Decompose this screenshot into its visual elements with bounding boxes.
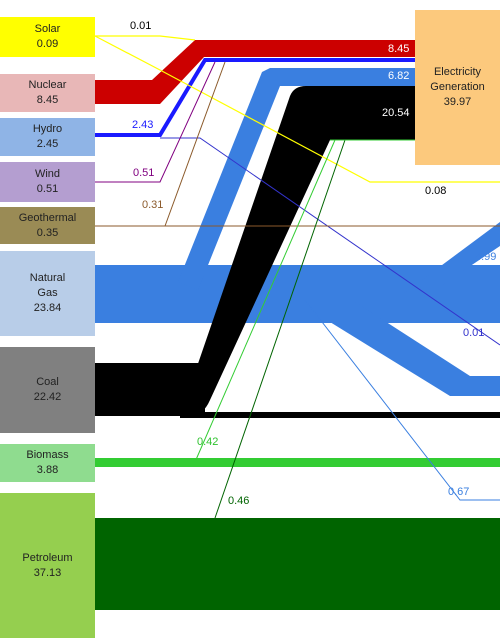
node-wind-value: 0.51 bbox=[36, 183, 59, 195]
node-nuclear: Nuclear 8.45 bbox=[0, 74, 95, 112]
node-geothermal: Geothermal 0.35 bbox=[0, 207, 95, 244]
node-natural-gas-name-1: Natural bbox=[29, 272, 66, 284]
flow-biomass bbox=[95, 458, 500, 467]
node-natural-gas-name-2: Gas bbox=[37, 287, 58, 299]
node-solar: Solar 0.09 bbox=[0, 17, 95, 57]
label-solar-to-electricity: 0.01 bbox=[130, 20, 152, 32]
label-nuclear-to-electricity: 8.45 bbox=[388, 43, 410, 55]
flow-nuclear bbox=[95, 40, 415, 104]
node-petroleum: Petroleum 37.13 bbox=[0, 493, 95, 638]
label-gas-branch-upper: 4.99 bbox=[475, 251, 497, 263]
node-hydro: Hydro 2.45 bbox=[0, 118, 95, 156]
node-geothermal-value: 0.35 bbox=[36, 226, 59, 239]
node-wind-name: Wind bbox=[34, 168, 61, 180]
flow-coal bbox=[95, 86, 500, 418]
node-hydro-name: Hydro bbox=[32, 123, 63, 135]
node-electricity-name-2: Generation bbox=[430, 81, 485, 93]
node-natural-gas-value: 23.84 bbox=[33, 302, 62, 314]
node-petroleum-name: Petroleum bbox=[22, 551, 73, 564]
label-hydro-to-electricity: 2.43 bbox=[132, 119, 154, 131]
node-natural-gas: Natural Gas 23.84 bbox=[0, 251, 95, 336]
label-geothermal-to-electricity: 0.31 bbox=[142, 199, 164, 211]
node-coal: Coal 22.42 bbox=[0, 347, 95, 433]
node-solar-value: 0.09 bbox=[36, 38, 59, 50]
label-gas-to-electricity: 6.82 bbox=[388, 70, 410, 82]
node-biomass: Biomass 3.88 bbox=[0, 444, 95, 482]
node-petroleum-value: 37.13 bbox=[33, 566, 62, 579]
node-electricity-name-1: Electricity bbox=[433, 66, 482, 78]
node-solar-name: Solar bbox=[34, 23, 61, 35]
label-coal-to-electricity: 20.54 bbox=[382, 107, 410, 119]
node-nuclear-name: Nuclear bbox=[28, 79, 67, 91]
node-coal-name: Coal bbox=[36, 376, 59, 388]
flow-natural-gas bbox=[95, 68, 500, 396]
node-coal-value: 22.42 bbox=[33, 391, 62, 403]
thin-flows bbox=[94, 35, 500, 519]
label-petroleum-to-electricity: 0.46 bbox=[228, 495, 250, 507]
label-gas-branch-lower: 0.67 bbox=[448, 486, 470, 498]
node-geothermal-name: Geothermal bbox=[18, 211, 77, 224]
node-biomass-value: 3.88 bbox=[36, 464, 59, 476]
flow-petroleum bbox=[95, 518, 500, 610]
node-electricity-generation: Electricity Generation 39.97 bbox=[415, 10, 500, 165]
node-nuclear-value: 8.45 bbox=[36, 94, 59, 106]
label-solar-to-other: 0.08 bbox=[425, 185, 447, 197]
node-electricity-value: 39.97 bbox=[443, 96, 472, 108]
label-wind-to-electricity: 0.51 bbox=[133, 167, 155, 179]
label-hydro-to-other: 0.01 bbox=[463, 327, 485, 339]
node-hydro-value: 2.45 bbox=[36, 138, 59, 150]
node-biomass-name: Biomass bbox=[26, 449, 69, 461]
label-biomass-to-electricity: 0.42 bbox=[197, 436, 219, 448]
node-wind: Wind 0.51 bbox=[0, 162, 95, 202]
